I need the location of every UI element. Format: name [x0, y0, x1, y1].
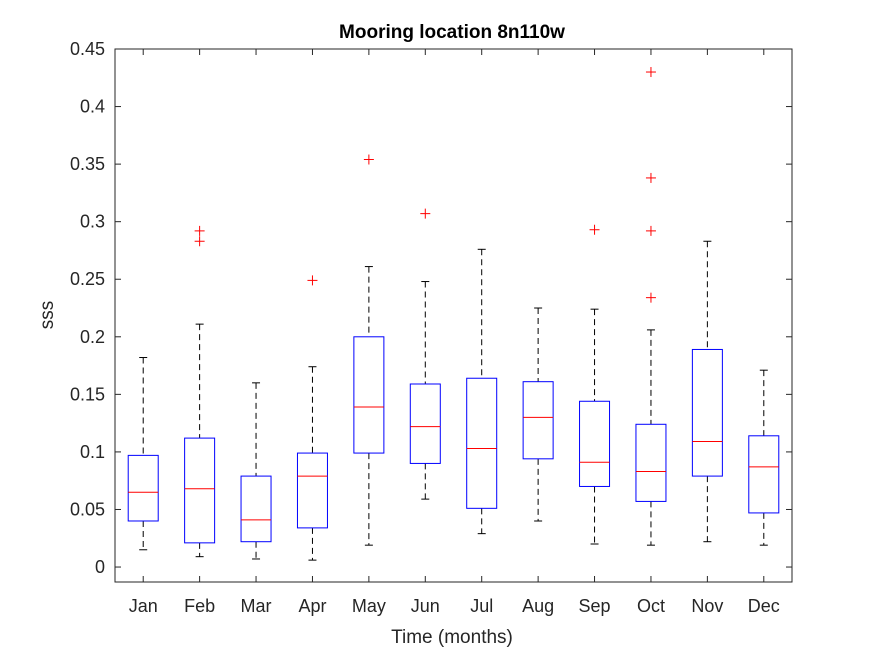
box-sep	[579, 224, 611, 545]
box-jul	[466, 248, 498, 535]
x-axis-label: Time (months)	[391, 627, 513, 648]
x-tick-label: Aug	[522, 596, 554, 616]
box-jan	[127, 357, 159, 551]
iqr-box	[127, 454, 159, 522]
x-tick-label: Jul	[470, 596, 493, 616]
y-tick-label: 0.4	[80, 97, 105, 117]
y-tick-label: 0.1	[80, 442, 105, 462]
x-tick-label: Apr	[298, 596, 326, 616]
iqr-box	[579, 400, 611, 487]
x-axis: Jan Feb Mar Apr May Jun Jul Aug Sep Oct Nov Dec	[129, 49, 780, 616]
iqr-box	[409, 383, 441, 464]
outlier-marker	[420, 208, 431, 219]
iqr-box	[748, 435, 780, 514]
y-tick-label: 0.3	[80, 212, 105, 232]
outlier-marker	[194, 225, 205, 236]
x-tick-label: Jun	[411, 596, 440, 616]
x-tick-label: Dec	[748, 596, 780, 616]
outlier-marker	[645, 172, 656, 183]
chart-title: Mooring location 8n110w	[339, 22, 565, 43]
y-tick-label: 0	[95, 557, 105, 577]
box-dec	[748, 369, 780, 546]
y-tick-label: 0.45	[70, 39, 105, 59]
outlier-marker	[363, 154, 374, 165]
outlier-marker	[645, 292, 656, 303]
box-may	[353, 154, 385, 546]
x-tick-label: Nov	[691, 596, 723, 616]
box-apr	[296, 275, 328, 561]
iqr-box	[635, 423, 667, 502]
iqr-box	[522, 381, 554, 460]
box-oct	[635, 67, 667, 546]
box-series	[127, 67, 780, 561]
x-tick-label: Jan	[129, 596, 158, 616]
box-nov	[691, 240, 723, 543]
box-mar	[240, 382, 272, 560]
box-aug	[522, 307, 554, 522]
box-feb	[184, 225, 216, 558]
y-tick-label: 0.25	[70, 269, 105, 289]
y-tick-label: 0.2	[80, 327, 105, 347]
y-tick-label: 0.05	[70, 499, 105, 519]
iqr-box	[296, 452, 328, 529]
x-tick-label: Oct	[637, 596, 665, 616]
outlier-marker	[307, 275, 318, 286]
iqr-box	[466, 377, 498, 509]
x-tick-label: Feb	[184, 596, 215, 616]
outlier-marker	[645, 225, 656, 236]
box-jun	[409, 208, 441, 500]
x-tick-label: Mar	[241, 596, 272, 616]
y-tick-label: 0.15	[70, 384, 105, 404]
y-axis: 0 0.05 0.1 0.15 0.2 0.25 0.3 0.35 0.4 0.45	[70, 39, 792, 577]
outlier-marker	[589, 224, 600, 235]
iqr-box	[353, 336, 385, 454]
iqr-box	[184, 437, 216, 544]
iqr-box	[691, 348, 723, 477]
iqr-box	[240, 475, 272, 543]
plot-area	[114, 48, 793, 583]
x-tick-label: Sep	[579, 596, 611, 616]
y-axis-label: sss	[37, 301, 58, 330]
outlier-marker	[645, 67, 656, 78]
outlier-marker	[194, 236, 205, 247]
y-tick-label: 0.35	[70, 154, 105, 174]
x-tick-label: May	[352, 596, 386, 616]
